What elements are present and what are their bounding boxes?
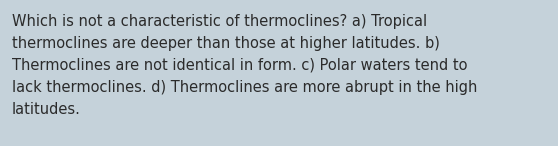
Text: lack thermoclines. d) Thermoclines are more abrupt in the high: lack thermoclines. d) Thermoclines are m… <box>12 80 478 95</box>
Text: thermoclines are deeper than those at higher latitudes. b): thermoclines are deeper than those at hi… <box>12 36 440 51</box>
Text: Thermoclines are not identical in form. c) Polar waters tend to: Thermoclines are not identical in form. … <box>12 58 468 73</box>
Text: Which is not a characteristic of thermoclines? a) Tropical: Which is not a characteristic of thermoc… <box>12 14 427 29</box>
Text: latitudes.: latitudes. <box>12 102 81 117</box>
